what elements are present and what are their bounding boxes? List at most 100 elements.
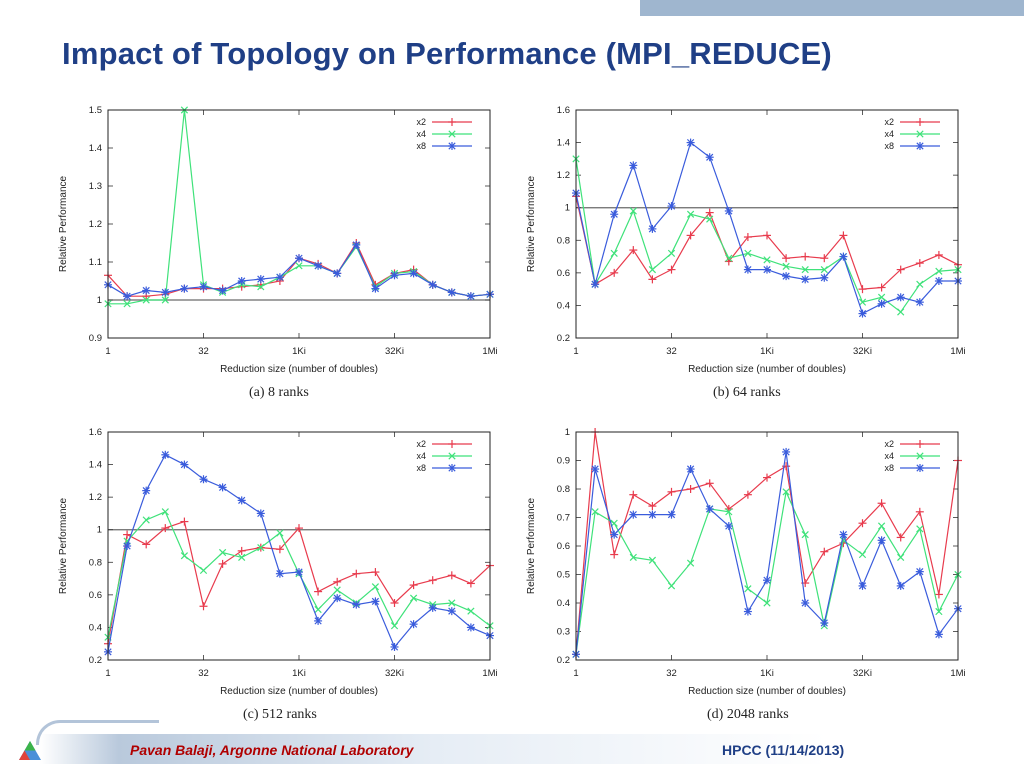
data-point-x2: [610, 268, 619, 277]
y-tick-label: 1: [565, 203, 570, 214]
x-tick-label: 1Ki: [292, 346, 306, 357]
caption-a: (a) 8 ranks: [249, 385, 309, 400]
header-accent-bar: [640, 0, 1024, 16]
data-point-x8: [256, 275, 265, 284]
data-point-x8: [877, 299, 886, 308]
data-point-x8: [934, 630, 943, 639]
data-point-x4: [667, 249, 676, 257]
slide-title: Impact of Topology on Performance (MPI_R…: [62, 36, 832, 71]
data-point-x4: [161, 296, 169, 304]
y-axis-label: Relative Performance: [526, 497, 537, 594]
data-point-x2: [667, 487, 676, 496]
y-axis-label: Relative Performance: [526, 175, 537, 272]
data-point-x8: [161, 288, 170, 297]
data-point-x2: [199, 602, 208, 611]
data-point-x8: [218, 286, 227, 295]
y-tick-label: 1.3: [89, 181, 102, 192]
data-point-x8: [466, 623, 475, 632]
y-tick-label: 1.2: [89, 492, 102, 503]
y-tick-label: 0.8: [557, 484, 570, 495]
data-point-x8: [371, 597, 380, 606]
data-point-x2: [409, 581, 418, 590]
legend-label-x8: x8: [884, 141, 894, 151]
chart-c: 0.20.40.60.811.21.41.61 32 1Ki 32Ki 1Mix2x4x…: [58, 427, 498, 697]
data-point-x2: [934, 250, 943, 259]
data-point-x8: [180, 460, 189, 469]
data-point-x8: [142, 486, 151, 495]
footer-band: [40, 734, 1024, 764]
data-point-x2: [428, 576, 437, 585]
y-tick-label: 0.6: [557, 541, 570, 552]
data-point-x4: [257, 544, 265, 552]
data-point-x4: [916, 280, 924, 288]
data-point-x8: [333, 269, 342, 278]
data-point-x2: [934, 590, 943, 599]
data-point-x8: [686, 465, 695, 474]
data-point-x4: [142, 296, 150, 304]
data-point-x4: [686, 559, 695, 567]
plot-frame: [575, 109, 959, 339]
data-point-x8: [591, 280, 600, 289]
y-tick-label: 0.9: [89, 333, 102, 344]
legend-marker-x8: [916, 142, 924, 150]
data-point-x8: [295, 254, 303, 263]
data-point-x2: [180, 517, 189, 526]
data-point-x4: [238, 553, 246, 562]
data-point-x4: [858, 550, 867, 559]
data-point-x2: [896, 533, 905, 542]
data-point-x2: [801, 252, 810, 261]
data-point-x4: [199, 566, 208, 575]
data-point-x8: [610, 210, 619, 219]
series-line-x4: [108, 109, 491, 305]
chart-panel-b: 0.2 0.4 0.6 0.8 1 1.2 1.4 1.6 1 32 1Ki 32Ki 1Mi x2 x4 x…: [520, 100, 980, 380]
legend-marker-x4: [916, 130, 924, 138]
plot-frame: [107, 109, 491, 339]
legend-label-x4: x4: [416, 451, 426, 461]
legend-label-x2: x2: [884, 117, 894, 127]
data-point-x8: [314, 616, 323, 625]
y-tick-label: 1: [565, 427, 570, 438]
data-point-x8: [820, 618, 829, 627]
data-point-x2: [896, 265, 905, 274]
data-point-x8: [352, 240, 361, 249]
chart-panel-c: 0.2 0.4 0.6 0.8 1 1.2 1.4 1.6 1 32 1Ki 32Ki 1Mi x2 x4 x…: [52, 422, 512, 702]
data-point-x2: [743, 490, 752, 499]
x-tick-label: 1Mi: [482, 668, 497, 679]
data-point-x8: [333, 594, 342, 603]
data-point-x8: [686, 138, 695, 147]
x-tick-label: 1: [573, 346, 578, 357]
data-point-x4: [333, 586, 341, 594]
legend-marker-x4: [448, 452, 456, 460]
y-axis-label: Relative Performance: [58, 497, 69, 594]
x-tick-label: 32Ki: [853, 346, 872, 357]
data-point-x8: [314, 261, 323, 270]
x-axis-label: Reduction size (number of doubles): [220, 364, 378, 375]
data-point-x2: [915, 507, 924, 516]
data-point-x4: [877, 293, 886, 301]
data-point-x8: [629, 510, 638, 519]
x-tick-label: 32: [666, 668, 677, 679]
data-point-x2: [839, 231, 848, 240]
data-point-x8: [180, 284, 189, 293]
data-point-x4: [218, 548, 227, 557]
data-point-x8: [390, 271, 399, 280]
data-point-x8: [705, 504, 714, 513]
data-point-x4: [706, 215, 714, 223]
data-point-x4: [744, 249, 752, 257]
data-point-x4: [180, 552, 189, 560]
chart-panel-d: 0.2 0.3 0.4 0.5 0.6 0.7 0.8 0.9 1 1 32 1Ki 32Ki 1Mi x2…: [520, 422, 980, 702]
series-x4: [572, 488, 962, 658]
data-point-x4: [648, 265, 657, 274]
data-point-x8: [123, 542, 132, 550]
legend-label-x2: x2: [416, 117, 426, 127]
data-point-x2: [705, 479, 714, 488]
data-point-x2: [743, 233, 752, 242]
data-point-x2: [858, 519, 867, 528]
data-point-x2: [782, 254, 791, 263]
x-tick-label: 1: [105, 346, 110, 357]
legend-label-x4: x4: [884, 451, 894, 461]
data-point-x8: [390, 642, 399, 651]
data-point-x4: [820, 265, 828, 274]
data-point-x4: [295, 262, 303, 270]
footer-presenter: Pavan Balaji, Argonne National Laborator…: [130, 742, 414, 758]
